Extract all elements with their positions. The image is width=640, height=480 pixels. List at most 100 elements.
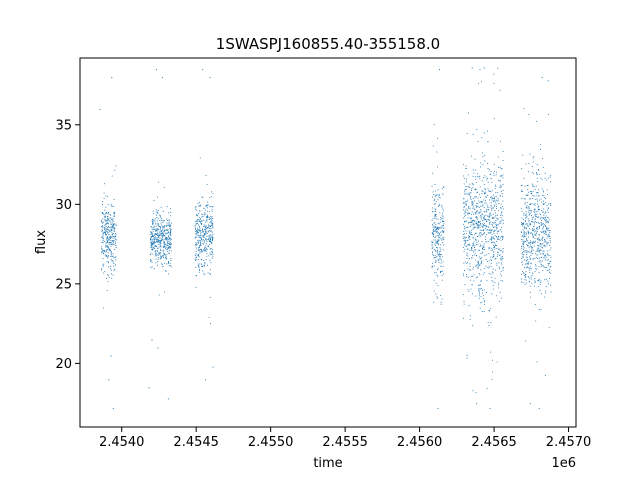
data-point xyxy=(435,231,437,233)
data-point xyxy=(101,226,102,228)
data-point xyxy=(493,197,495,199)
data-point xyxy=(493,227,494,228)
data-point xyxy=(501,193,503,194)
data-point xyxy=(495,199,497,201)
data-point xyxy=(199,245,200,247)
data-point xyxy=(467,239,469,241)
data-point xyxy=(471,201,473,203)
data-point xyxy=(153,247,154,249)
data-point xyxy=(431,185,433,187)
data-point xyxy=(114,236,116,238)
data-point xyxy=(537,241,539,243)
data-point-outlier xyxy=(476,403,478,405)
data-point xyxy=(531,203,533,205)
data-point xyxy=(440,227,442,229)
data-point xyxy=(167,244,169,246)
data-point xyxy=(207,204,209,206)
data-point xyxy=(157,241,159,243)
data-point xyxy=(104,224,106,226)
data-point xyxy=(488,190,490,192)
data-point xyxy=(168,235,170,237)
data-point xyxy=(433,222,435,224)
data-point xyxy=(438,236,440,238)
data-point xyxy=(434,215,436,217)
data-point xyxy=(155,229,157,231)
data-point xyxy=(523,227,525,228)
data-point xyxy=(526,257,528,259)
data-point xyxy=(480,261,482,263)
data-point xyxy=(435,293,437,295)
data-point xyxy=(440,258,442,260)
data-point xyxy=(159,225,161,227)
data-point xyxy=(160,242,162,244)
data-point xyxy=(437,189,439,191)
data-point xyxy=(545,231,547,233)
data-point xyxy=(102,258,104,260)
data-point xyxy=(203,208,205,209)
data-point xyxy=(537,227,539,229)
data-point xyxy=(200,243,202,245)
data-point xyxy=(434,227,436,229)
data-point xyxy=(543,257,545,259)
data-point xyxy=(152,253,154,255)
data-point xyxy=(495,245,497,246)
data-point xyxy=(500,184,502,186)
data-point xyxy=(482,251,484,253)
data-point xyxy=(526,243,528,245)
data-point xyxy=(537,180,539,182)
data-point xyxy=(108,262,109,264)
data-point xyxy=(211,224,213,226)
data-point xyxy=(473,237,475,239)
data-point xyxy=(107,229,109,231)
data-point xyxy=(437,244,439,246)
data-point xyxy=(108,242,110,244)
data-point xyxy=(109,226,111,228)
data-point xyxy=(206,183,208,185)
data-point xyxy=(102,225,103,227)
data-point xyxy=(212,256,214,258)
data-point xyxy=(547,259,549,261)
data-point xyxy=(115,223,117,225)
data-point xyxy=(548,234,550,236)
data-point xyxy=(476,216,478,218)
data-point xyxy=(469,263,471,265)
data-point xyxy=(157,212,159,214)
data-point xyxy=(198,267,200,269)
data-point xyxy=(164,262,165,264)
data-point xyxy=(108,238,110,240)
data-point-outlier xyxy=(205,379,207,381)
data-point xyxy=(527,194,528,196)
data-point xyxy=(543,245,545,247)
data-point xyxy=(163,241,165,243)
data-point xyxy=(155,250,157,252)
data-point xyxy=(472,213,474,215)
data-point xyxy=(439,221,441,223)
data-point xyxy=(107,242,108,243)
data-point xyxy=(539,143,541,145)
data-point xyxy=(527,244,529,246)
data-point xyxy=(431,220,433,222)
data-point xyxy=(483,222,485,224)
data-point xyxy=(546,237,548,239)
data-point xyxy=(525,206,527,208)
data-point xyxy=(196,256,198,258)
plot-frame xyxy=(79,57,577,428)
data-point xyxy=(484,189,486,190)
data-point xyxy=(109,220,110,222)
data-point xyxy=(521,191,522,193)
data-point xyxy=(488,206,490,208)
data-point xyxy=(209,227,210,229)
data-point xyxy=(107,246,109,248)
data-point xyxy=(110,243,112,245)
data-point xyxy=(169,226,171,227)
data-point xyxy=(483,245,485,247)
data-point xyxy=(163,220,165,222)
data-point xyxy=(497,217,499,219)
data-point xyxy=(211,223,213,224)
data-point xyxy=(523,231,525,233)
data-point xyxy=(103,250,105,251)
data-point xyxy=(160,231,162,233)
data-point xyxy=(197,240,199,242)
data-point xyxy=(114,264,116,266)
